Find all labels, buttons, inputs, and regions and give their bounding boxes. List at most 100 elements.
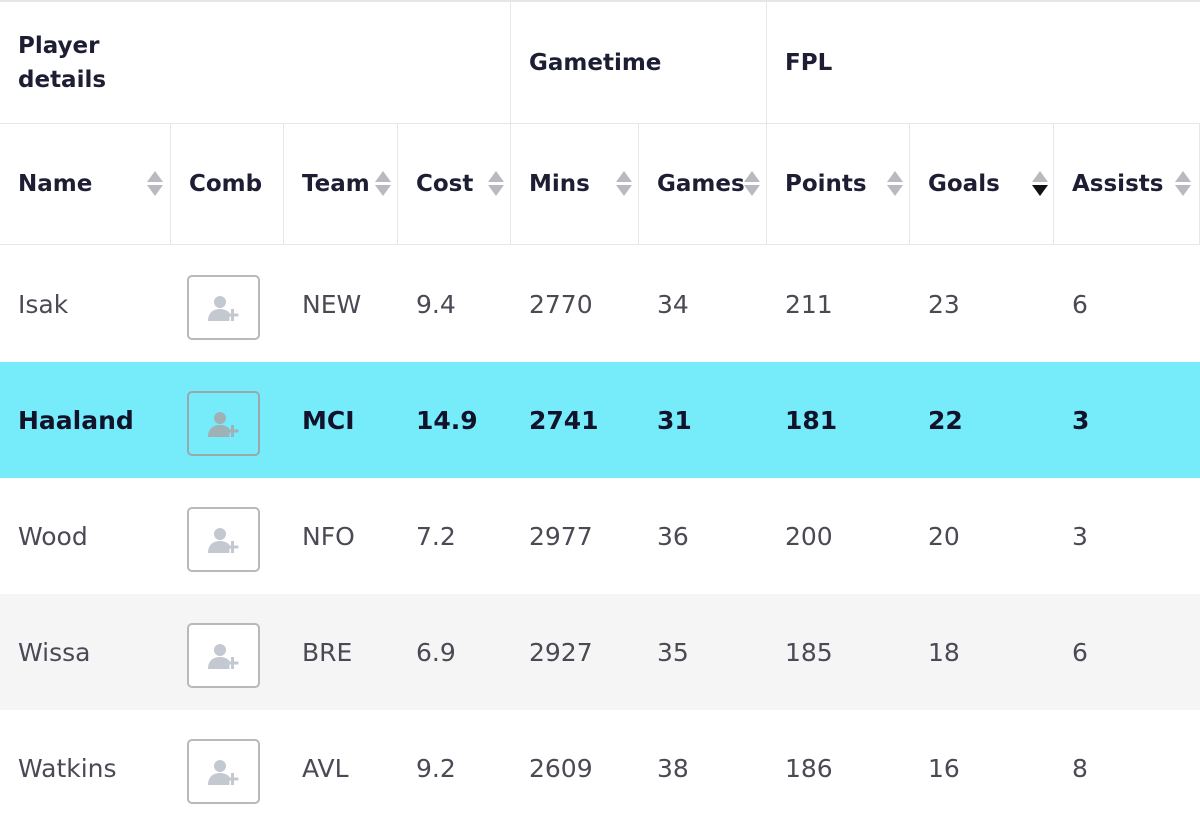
cell-cost-value: 9.2	[416, 753, 456, 783]
cell-name[interactable]: Watkins	[0, 710, 171, 826]
cell-assists: 6	[1054, 594, 1200, 710]
cell-name-value: Isak	[18, 289, 69, 319]
cell-mins-value: 2977	[529, 521, 593, 551]
cell-points-value: 211	[785, 289, 833, 319]
cell-games: 34	[639, 246, 767, 362]
cell-name[interactable]: Haaland	[0, 362, 171, 478]
cell-name-value: Watkins	[18, 753, 117, 783]
column-header-name[interactable]: Name	[0, 124, 171, 244]
column-header-goals-label: Goals	[928, 171, 1000, 197]
group-player-details: Player details	[0, 2, 511, 124]
add-to-comb-button[interactable]	[187, 739, 260, 804]
table-row[interactable]: Isak NEW 9.4 2770 34 211 23 6	[0, 246, 1200, 362]
cell-mins-value: 2609	[529, 753, 593, 783]
user-plus-icon	[207, 295, 238, 321]
sort-arrows-icon[interactable]	[1175, 171, 1191, 197]
group-fpl-label: FPL	[785, 49, 833, 76]
user-plus-icon	[207, 643, 238, 669]
column-header-games[interactable]: Games	[639, 124, 767, 244]
column-header-name-label: Name	[18, 171, 93, 197]
column-header-assists-label: Assists	[1072, 171, 1164, 197]
column-header-team-label: Team	[302, 171, 370, 197]
column-header-assists[interactable]: Assists	[1054, 124, 1200, 244]
cell-assists-value: 3	[1072, 405, 1090, 435]
cell-goals-value: 23	[928, 289, 960, 319]
add-to-comb-button[interactable]	[187, 623, 260, 688]
sort-arrows-icon[interactable]	[616, 171, 632, 197]
cell-goals-value: 20	[928, 521, 960, 551]
cell-cost: 9.2	[398, 710, 511, 826]
cell-name[interactable]: Isak	[0, 246, 171, 362]
column-header-cost[interactable]: Cost	[398, 124, 511, 244]
cell-assists: 3	[1054, 478, 1200, 594]
cell-team: MCI	[284, 362, 398, 478]
cell-name[interactable]: Wood	[0, 478, 171, 594]
table-row[interactable]: Wissa BRE 6.9 2927 35 185 18 6	[0, 594, 1200, 710]
cell-cost: 14.9	[398, 362, 511, 478]
cell-goals: 20	[910, 478, 1054, 594]
cell-games: 35	[639, 594, 767, 710]
cell-team-value: MCI	[302, 405, 355, 435]
cell-games-value: 36	[657, 521, 689, 551]
cell-games: 36	[639, 478, 767, 594]
cell-points-value: 200	[785, 521, 833, 551]
column-header-row: Name Comb Team Cost Mins Games Points Go…	[0, 124, 1200, 245]
cell-goals: 16	[910, 710, 1054, 826]
cell-assists-value: 6	[1072, 637, 1088, 667]
cell-goals-value: 22	[928, 405, 963, 435]
cell-mins: 2927	[511, 594, 639, 710]
cell-goals: 18	[910, 594, 1054, 710]
sort-arrows-icon[interactable]	[887, 171, 903, 197]
sort-desc-icon[interactable]	[1032, 171, 1048, 197]
column-header-goals[interactable]: Goals	[910, 124, 1054, 244]
cell-mins: 2741	[511, 362, 639, 478]
column-header-mins-label: Mins	[529, 171, 590, 197]
table-row[interactable]: Haaland MCI 14.9 2741 31 181 22 3	[0, 362, 1200, 478]
column-header-cost-label: Cost	[416, 171, 474, 197]
cell-assists-value: 8	[1072, 753, 1088, 783]
cell-games-value: 35	[657, 637, 689, 667]
cell-cost-value: 6.9	[416, 637, 456, 667]
column-header-mins[interactable]: Mins	[511, 124, 639, 244]
cell-goals: 23	[910, 246, 1054, 362]
cell-mins: 2609	[511, 710, 639, 826]
cell-cost: 7.2	[398, 478, 511, 594]
column-header-points[interactable]: Points	[767, 124, 910, 244]
cell-team-value: AVL	[302, 753, 349, 783]
cell-cost-value: 14.9	[416, 405, 478, 435]
group-header-row: Player details Gametime FPL	[0, 0, 1200, 124]
sort-arrows-icon[interactable]	[744, 171, 760, 197]
sort-arrows-icon[interactable]	[147, 171, 163, 197]
column-header-team[interactable]: Team	[284, 124, 398, 244]
cell-name-value: Wood	[18, 521, 88, 551]
group-fpl: FPL	[767, 2, 1200, 124]
cell-assists: 3	[1054, 362, 1200, 478]
cell-mins-value: 2741	[529, 405, 599, 435]
cell-assists: 6	[1054, 246, 1200, 362]
sort-arrows-icon[interactable]	[375, 171, 391, 197]
cell-points: 185	[767, 594, 910, 710]
cell-cost: 9.4	[398, 246, 511, 362]
cell-team-value: NEW	[302, 289, 362, 319]
add-to-comb-button[interactable]	[187, 507, 260, 572]
group-player-details-label: Player details	[18, 32, 107, 93]
table-row[interactable]: Wood NFO 7.2 2977 36 200 20 3	[0, 478, 1200, 594]
cell-goals-value: 18	[928, 637, 960, 667]
cell-mins: 2977	[511, 478, 639, 594]
cell-games-value: 31	[657, 405, 692, 435]
add-to-comb-button[interactable]	[187, 275, 260, 340]
column-header-points-label: Points	[785, 171, 867, 197]
cell-assists: 8	[1054, 710, 1200, 826]
cell-assists-value: 3	[1072, 521, 1088, 551]
sort-arrows-icon[interactable]	[488, 171, 504, 197]
cell-team: AVL	[284, 710, 398, 826]
table-row[interactable]: Watkins AVL 9.2 2609 38 186 16 8	[0, 710, 1200, 826]
cell-assists-value: 6	[1072, 289, 1088, 319]
cell-games-value: 34	[657, 289, 689, 319]
add-to-comb-button[interactable]	[187, 391, 260, 456]
cell-cost: 6.9	[398, 594, 511, 710]
cell-name[interactable]: Wissa	[0, 594, 171, 710]
column-header-games-label: Games	[657, 171, 745, 197]
cell-goals: 22	[910, 362, 1054, 478]
